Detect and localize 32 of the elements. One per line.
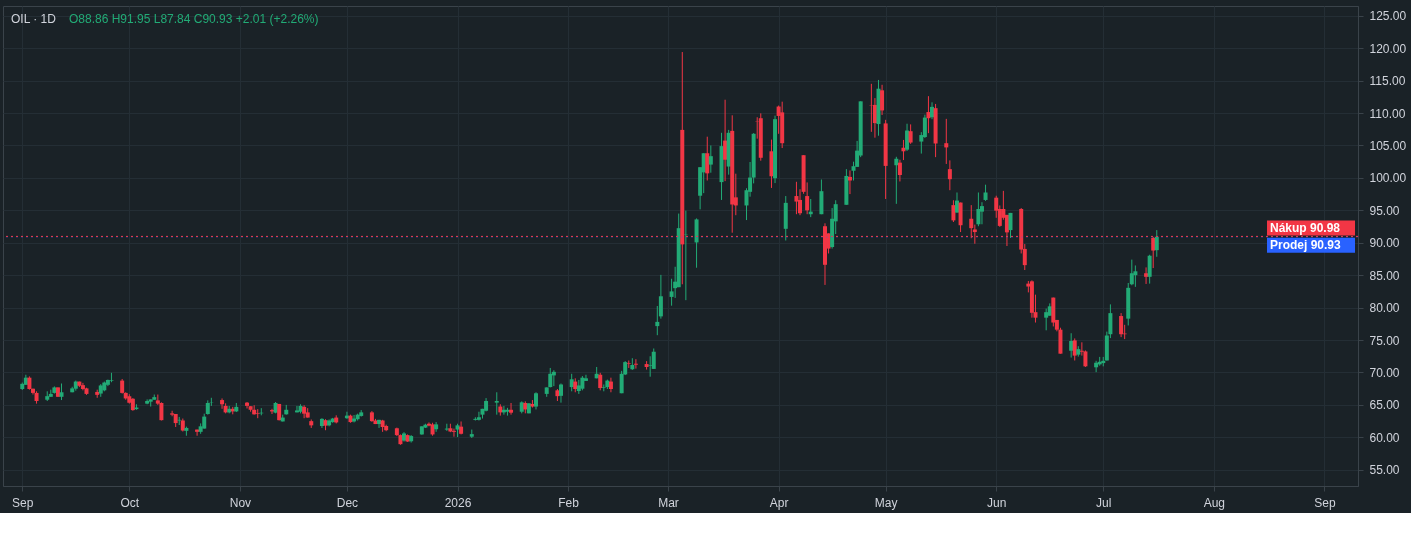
x-tick-label: Jul (1096, 495, 1112, 510)
y-tick-label: 65.00 (1369, 398, 1400, 413)
x-tick-label: Feb (558, 495, 580, 510)
x-tick-label: Oct (120, 495, 140, 510)
x-tick-label: Apr (769, 495, 789, 510)
y-tick-label: 115.00 (1369, 74, 1406, 89)
y-tick-label: 80.00 (1369, 301, 1400, 316)
y-tick-label: 85.00 (1369, 268, 1400, 283)
x-tick-label: Sep (12, 495, 34, 510)
x-tick-label: Jun (987, 495, 1007, 510)
y-tick-label: 100.00 (1369, 171, 1407, 186)
text: OIL · 1D (11, 12, 57, 26)
x-tick-label: May (874, 495, 898, 510)
y-tick-label: 125.00 (1369, 9, 1407, 24)
y-tick-label: 70.00 (1369, 365, 1400, 380)
ref-line-label: Prodej 90.93 (1270, 238, 1342, 253)
y-tick-label: 110.00 (1369, 106, 1406, 121)
y-tick-label: 55.00 (1369, 463, 1400, 478)
x-tick-label: Mar (658, 495, 679, 510)
x-tick-label: Sep (1314, 495, 1336, 510)
x-tick-label: Aug (1203, 495, 1226, 510)
y-tick-label: 90.00 (1369, 236, 1400, 251)
y-tick-label: 75.00 (1369, 333, 1400, 348)
x-tick-label: Nov (229, 495, 252, 510)
x-tick-label: 2026 (444, 495, 472, 510)
x-tick-label: Dec (336, 495, 359, 510)
y-tick-label: 120.00 (1369, 41, 1407, 56)
y-tick-label: 105.00 (1369, 138, 1407, 153)
annotation: O88.86 H91.95 L87.84 C90.93 +2.01 (+2.26%) (69, 12, 319, 26)
ref-line-label: Nákup 90.98 (1270, 220, 1341, 235)
y-tick-label: 60.00 (1369, 430, 1400, 445)
y-tick-label: 95.00 (1369, 203, 1400, 218)
